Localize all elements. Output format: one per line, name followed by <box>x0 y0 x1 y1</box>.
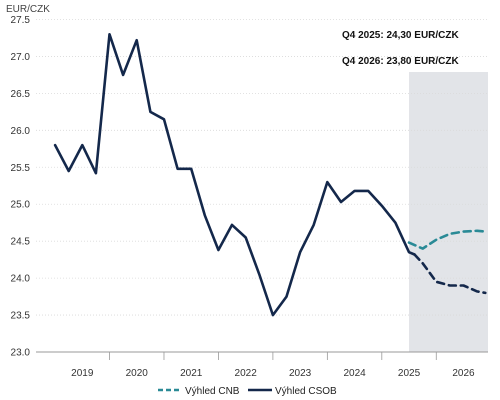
y-tick-label-3: 26.0 <box>11 126 31 137</box>
x-tick-label-2024: 2024 <box>343 368 366 379</box>
legend: Výhled CNB Výhled CSOB <box>158 386 337 397</box>
forecast-shading <box>409 72 488 352</box>
x-tick-label-2025: 2025 <box>398 368 421 379</box>
series-line-1 <box>413 253 487 295</box>
series-lines <box>53 32 487 317</box>
x-axis-ticks: 2019 2020 2021 2022 2023 2024 2025 2026 <box>71 352 475 379</box>
annotation-q4-2026: Q4 2026: 23,80 EUR/CZK <box>342 56 459 67</box>
series-line-2 <box>407 229 487 250</box>
y-tick-label-8: 23.5 <box>11 311 31 322</box>
x-tick-label-2026: 2026 <box>452 368 475 379</box>
y-tick-label-7: 24.0 <box>11 274 31 285</box>
y-tick-label-0: 27.5 <box>11 15 31 26</box>
y-tick-label-5: 25.0 <box>11 200 31 211</box>
y-tick-label-2: 26.5 <box>11 89 31 100</box>
legend-label-cnb: Výhled CNB <box>185 386 240 397</box>
y-tick-label-6: 24.5 <box>11 237 31 248</box>
annotation-q4-2025: Q4 2025: 24,30 EUR/CZK <box>342 30 459 41</box>
x-tick-label-2021: 2021 <box>180 368 203 379</box>
y-tick-label-4: 25.5 <box>11 163 31 174</box>
series-line-0 <box>53 32 416 317</box>
x-tick-label-2022: 2022 <box>235 368 258 379</box>
y-axis-ticks: 27.5 27.0 26.5 26.0 25.5 25.0 24.5 24.0 23.5 23.0 <box>11 15 31 359</box>
legend-label-csob: Výhled CSOB <box>275 386 337 397</box>
x-tick-label-2019: 2019 <box>71 368 94 379</box>
x-tick-label-2023: 2023 <box>289 368 312 379</box>
y-tick-label-1: 27.0 <box>11 52 31 63</box>
y-tick-label-9: 23.0 <box>11 348 31 359</box>
x-tick-label-2020: 2020 <box>126 368 149 379</box>
y-axis-unit-label: EUR/CZK <box>6 4 50 15</box>
